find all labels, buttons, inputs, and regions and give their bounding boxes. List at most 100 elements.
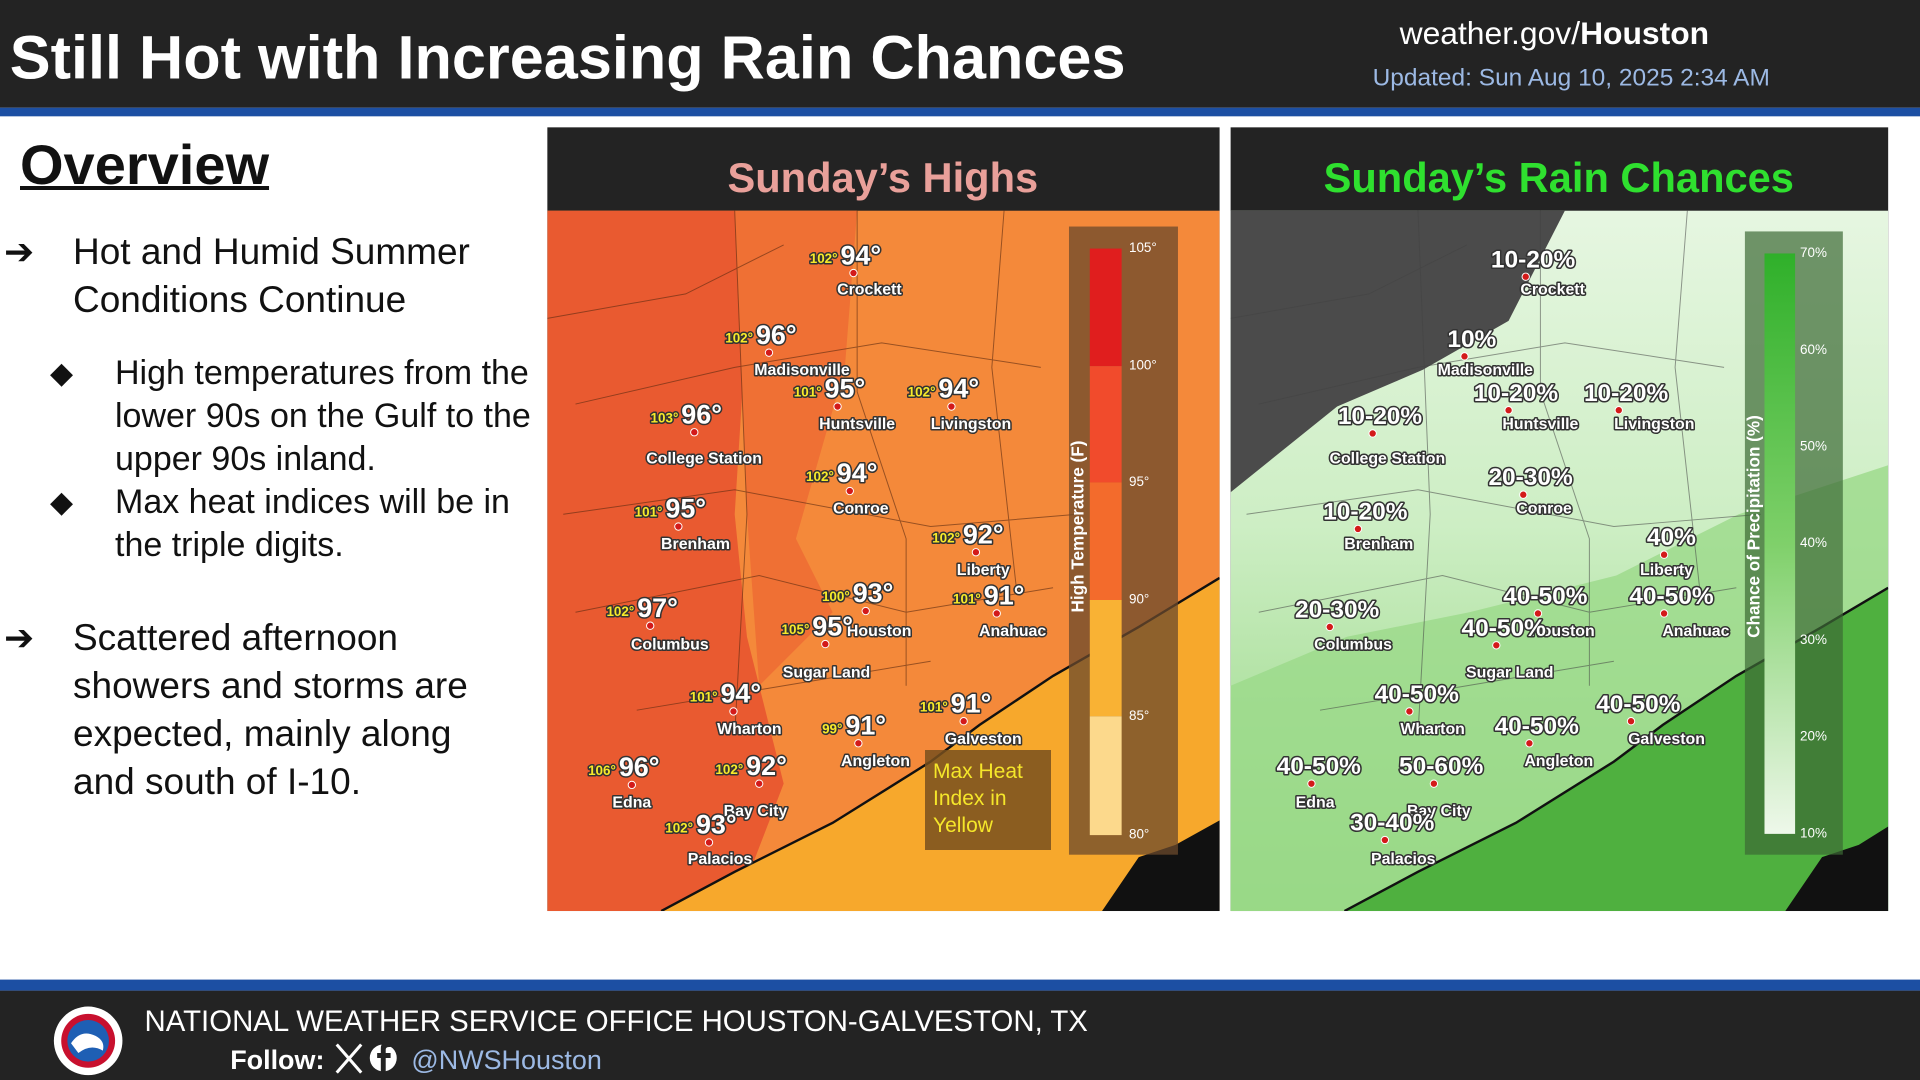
legend-tick-label: 50% [1800,439,1827,454]
heat-index-note: Max Heat Index in Yellow [925,750,1051,850]
diamond: ◆ [50,357,74,390]
footer-rule [0,979,1920,991]
header-rule [0,107,1920,117]
footer-follow: Follow: [230,1045,324,1075]
city-name: Anahuac [979,623,1046,640]
city-name: Palacios [1371,851,1436,868]
heat-index: 105° [782,622,810,637]
city-name: Columbus [631,637,709,654]
header-bar [0,0,1920,108]
city-value: 10-20% [1338,403,1423,430]
heat-index: 103° [651,410,679,425]
city-dot [674,522,683,531]
city-dot [849,268,858,278]
city-value: 93° [696,810,737,840]
city-dot [1659,609,1669,618]
city-dot [1525,739,1534,748]
city-value: 10-20% [1584,380,1669,407]
city-value: 20-30% [1295,596,1380,623]
bullet-text: Hot and Humid Summer Conditions Continue [73,231,470,320]
legend-band [1089,716,1122,836]
legend-tick-label: 10% [1800,825,1827,840]
city-dot [1519,490,1528,499]
city-value: 94° [840,240,881,270]
legend-tick-label: 20% [1800,729,1827,744]
rain-title: Sunday’s Rain Chances [1324,154,1794,201]
city-name: Palacios [688,851,753,868]
city-name: Livingston [931,416,1011,433]
city-value: 95° [825,374,866,404]
legend-band [1089,600,1122,717]
city-name: Sugar Land [783,665,871,682]
city-value: 40-50% [1462,615,1547,642]
city-dot [1405,707,1414,716]
city-name: Wharton [717,721,782,738]
heat-index: 102° [606,604,634,619]
city-value: 96° [756,320,797,350]
city-value: 40% [1647,524,1696,551]
heat-index: 101° [920,699,948,714]
city-dot [729,707,738,716]
city-dot [1492,641,1501,650]
site: weather.gov/Houston [1399,15,1710,51]
city-name: Edna [1296,794,1335,811]
city-name: Houston [847,623,912,640]
legend-tick-label: 100° [1129,358,1157,373]
city-value: 91° [951,688,992,718]
diamond: ◆ [50,486,74,519]
city-name: Huntsville [819,416,895,433]
city-dot [1353,524,1363,534]
city-dot [627,780,636,790]
city-dot [833,402,842,411]
city-name: Huntsville [1502,416,1578,433]
legend-title: Chance of Precipitation (%) [1744,415,1764,638]
city-dot [1325,622,1334,632]
updated: Updated: Sun Aug 10, 2025 2:34 AM [1373,65,1770,92]
city-name: Crockett [837,281,902,298]
city-name: Conroe [1516,501,1572,518]
heat-index: 102° [725,331,753,346]
overview-heading: Overview [20,133,270,196]
bullet-text: Scattered afternoon showers and storms a… [73,617,468,802]
heat-index: 102° [810,251,838,266]
city-dot [764,348,774,357]
city-value: 96° [619,752,660,782]
city-name: Houston [1530,623,1595,640]
legend-tick-label: 80° [1129,827,1149,842]
city-value: 96° [681,399,722,429]
city-name: Brenham [661,536,730,553]
footer-bar [0,990,1920,1080]
nws-logo [53,1006,123,1076]
city-name: Galveston [945,731,1022,748]
legend-tick-label: 85° [1129,708,1149,723]
city-dot [947,402,956,411]
city-value: 50-60% [1399,753,1484,780]
city-dot [959,717,968,726]
city-value: 40-50% [1277,753,1362,780]
heat-index: 102° [932,530,960,545]
heat-index: 100° [822,589,850,604]
sub-bullet-text: Max heat indices will be in the triple d… [115,483,510,564]
legend-tick-label: 70% [1800,245,1827,260]
city-value: 94° [938,374,979,404]
heat-index: 102° [665,821,693,836]
city-name: Livingston [1614,416,1694,433]
legend-band [1089,482,1122,600]
city-value: 20-30% [1488,464,1573,491]
city-dot [1504,406,1513,415]
city-value: 94° [720,679,761,709]
city-value: 92° [746,751,787,781]
heat-index: 102° [715,762,743,777]
city-value: 30-40% [1350,810,1435,837]
city-dot [971,548,981,557]
city-dot [1626,717,1636,726]
city-name: Bay City [724,803,788,820]
city-dot [1307,779,1316,788]
legend-bar [1764,253,1796,834]
city-value: 10-20% [1491,246,1576,273]
city-value: 93° [853,578,894,608]
city-name: Madisonville [1438,362,1534,379]
city-value: 10% [1447,326,1496,353]
city-name: Liberty [1640,562,1693,579]
